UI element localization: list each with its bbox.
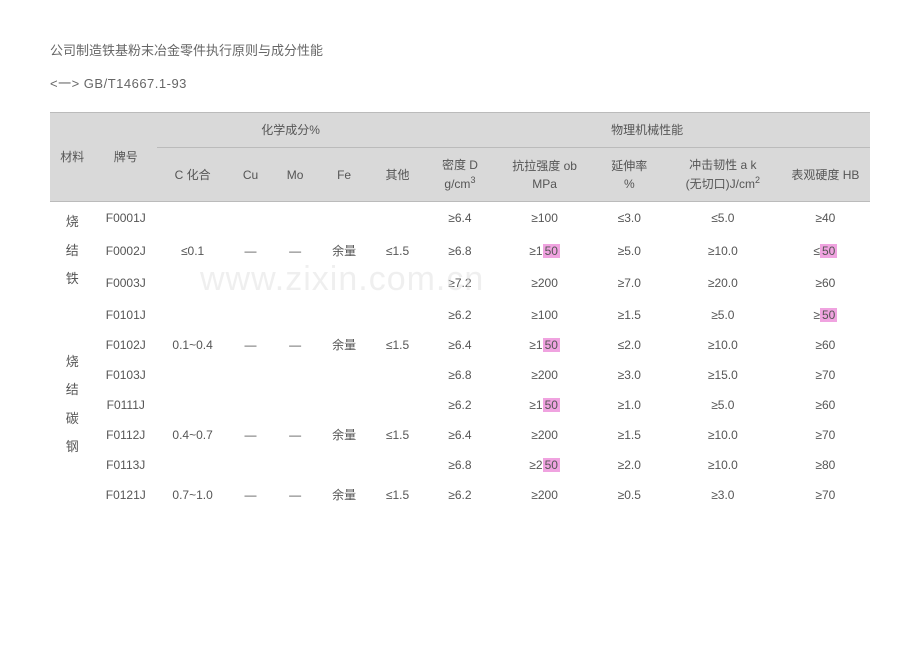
header-row-2: C 化合 Cu Mo Fe 其他 密度 D g/cm3 抗拉强度 ob MPa … bbox=[50, 148, 870, 202]
cell-grade: F0121J bbox=[95, 480, 157, 510]
table-row: F0112J 0.4~0.7——余量≤1.5 ≥6.4≥200≥1.5≥10.0… bbox=[50, 420, 870, 450]
col-hardness: 表观硬度 HB bbox=[781, 148, 870, 202]
document-title: 公司制造铁基粉末冶金零件执行原则与成分性能 bbox=[50, 40, 870, 59]
table-row: F0113J ≥6.8 ≥250 ≥2.0≥10.0≥80 bbox=[50, 450, 870, 480]
cell-grade: F0103J bbox=[95, 360, 157, 390]
table-row: 烧结碳钢 F0101J ≥6.2≥100≥1.5≥5.0 ≥50 bbox=[50, 300, 870, 330]
col-impact: 冲击韧性 a k (无切口)J/cm2 bbox=[665, 148, 781, 202]
cell-grade: F0102J bbox=[95, 330, 157, 360]
cell-grade: F0112J bbox=[95, 420, 157, 450]
spec-table: 材料 牌号 化学成分% 物理机械性能 C 化合 Cu Mo Fe 其他 密度 D… bbox=[50, 112, 870, 510]
table-row: F0111J ≥6.2 ≥150 ≥1.0≥5.0≥60 bbox=[50, 390, 870, 420]
col-grade: 牌号 bbox=[95, 113, 157, 202]
col-mo: Mo bbox=[273, 148, 318, 202]
table-row: 烧结铁 F0001J ≥6.4≥100≤3.0≤5.0≥40 bbox=[50, 202, 870, 235]
cell-grade: F0003J bbox=[95, 267, 157, 300]
col-cu: Cu bbox=[228, 148, 273, 202]
col-fe: Fe bbox=[317, 148, 370, 202]
col-other: 其他 bbox=[371, 148, 424, 202]
cell-grade: F0113J bbox=[95, 450, 157, 480]
col-elong: 延伸率 % bbox=[594, 148, 665, 202]
table-row: F0103J ≥6.8≥200≥3.0≥15.0≥70 bbox=[50, 360, 870, 390]
table-row: F0003J ≥7.2≥200≥7.0≥20.0≥60 bbox=[50, 267, 870, 300]
table-row: F0102J 0.1~0.4——余量≤1.5 ≥6.4 ≥150 ≤2.0≥10… bbox=[50, 330, 870, 360]
cell-grade: F0101J bbox=[95, 300, 157, 330]
col-group-chem: 化学成分% bbox=[157, 113, 424, 148]
cell-grade: F0002J bbox=[95, 235, 157, 268]
col-group-mech: 物理机械性能 bbox=[424, 113, 870, 148]
header-row-1: 材料 牌号 化学成分% 物理机械性能 bbox=[50, 113, 870, 148]
material-label: 烧结铁 bbox=[50, 202, 95, 300]
col-tensile: 抗拉强度 ob MPa bbox=[496, 148, 594, 202]
col-density: 密度 D g/cm3 bbox=[424, 148, 495, 202]
table-row: F0121J 0.7~1.0——余量≤1.5 ≥6.2≥200≥0.5≥3.0≥… bbox=[50, 480, 870, 510]
col-material: 材料 bbox=[50, 113, 95, 202]
cell-grade: F0001J bbox=[95, 202, 157, 235]
col-c: C 化合 bbox=[157, 148, 228, 202]
cell-grade: F0111J bbox=[95, 390, 157, 420]
table-row: F0002J ≤0.1——余量≤1.5 ≥6.8 ≥150 ≥5.0≥10.0 … bbox=[50, 235, 870, 268]
material-label: 烧结碳钢 bbox=[50, 300, 95, 510]
document-subtitle: <一> GB/T14667.1-93 bbox=[50, 73, 870, 92]
